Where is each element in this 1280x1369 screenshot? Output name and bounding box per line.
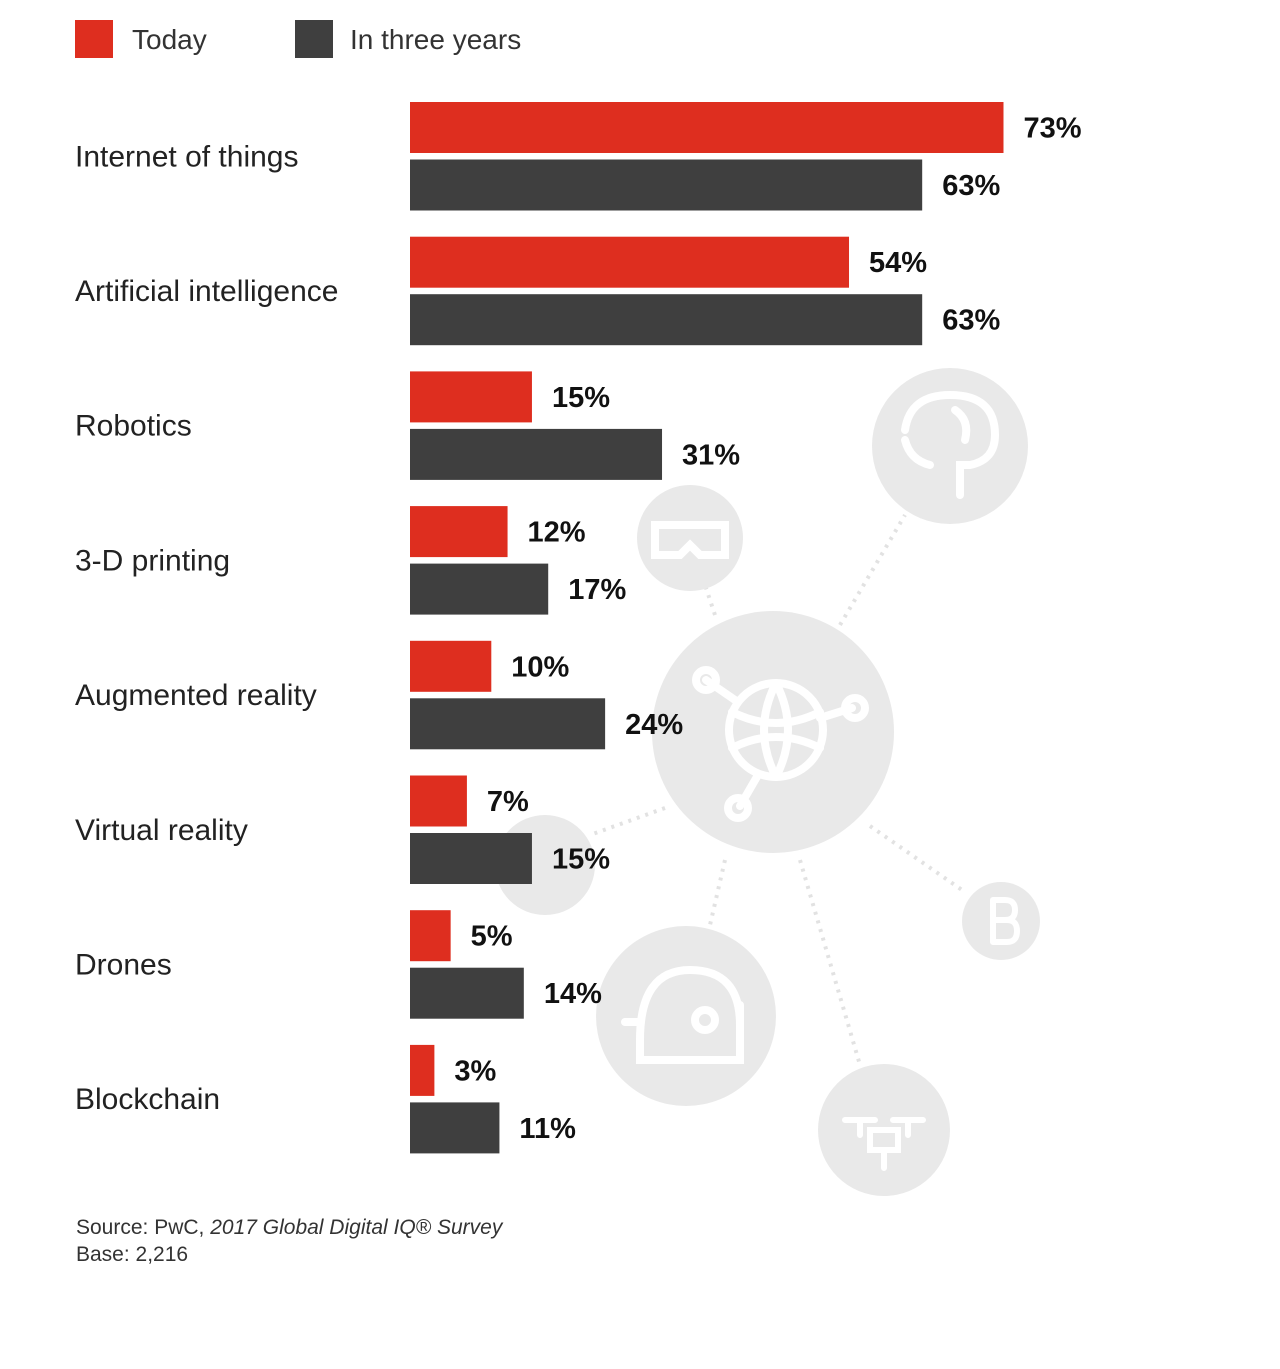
category-label-artificial-intelligence: Artificial intelligence xyxy=(75,275,338,308)
value-label-drones-in-three-years: 14% xyxy=(544,978,602,1010)
bar-drones-in-three-years xyxy=(410,967,524,1019)
legend-label-three-years: In three years xyxy=(350,24,521,55)
legend-swatch-three-years xyxy=(295,20,333,58)
bar-virtual-reality-today xyxy=(410,775,467,827)
bar-blockchain-today xyxy=(410,1044,435,1096)
value-label-3-d-printing-in-three-years: 17% xyxy=(568,574,626,606)
bar-drones-today xyxy=(410,910,451,962)
source-survey-title: 2017 Global Digital IQ® Survey xyxy=(210,1216,503,1239)
value-label-3-d-printing-today: 12% xyxy=(528,517,586,549)
bar-augmented-reality-in-three-years xyxy=(410,698,606,750)
robot-head-icon xyxy=(596,926,776,1106)
base-line: Base: 2,216 xyxy=(76,1243,189,1266)
value-label-robotics-today: 15% xyxy=(552,382,610,414)
category-label-internet-of-things: Internet of things xyxy=(75,140,298,173)
bar-augmented-reality-today xyxy=(410,640,492,692)
value-label-internet-of-things-in-three-years: 63% xyxy=(942,170,1000,202)
vr-headset-icon xyxy=(637,485,743,591)
value-label-robotics-in-three-years: 31% xyxy=(682,439,740,471)
bar-3-d-printing-today xyxy=(410,506,508,558)
globe-network-icon xyxy=(652,611,894,853)
plot-area: Internet of things 73% 63% Artificial intel… xyxy=(75,102,1082,1154)
value-label-virtual-reality-in-three-years: 15% xyxy=(552,844,610,876)
bar-robotics-today xyxy=(410,371,532,423)
legend-swatch-today xyxy=(75,20,113,58)
bitcoin-icon xyxy=(962,882,1040,960)
value-label-artificial-intelligence-today: 54% xyxy=(869,247,927,279)
value-label-blockchain-in-three-years: 11% xyxy=(519,1113,576,1145)
legend: Today In three years xyxy=(75,20,521,58)
bar-artificial-intelligence-in-three-years xyxy=(410,294,923,346)
category-label-virtual-reality: Virtual reality xyxy=(75,814,248,847)
value-label-augmented-reality-in-three-years: 24% xyxy=(625,709,683,741)
value-label-virtual-reality-today: 7% xyxy=(487,786,529,818)
source-prefix: Source: PwC, xyxy=(76,1216,211,1239)
bar-internet-of-things-today xyxy=(410,102,1004,153)
value-label-drones-today: 5% xyxy=(471,921,513,953)
category-label-3-d-printing: 3-D printing xyxy=(75,544,230,577)
category-label-robotics: Robotics xyxy=(75,410,192,443)
bar-virtual-reality-in-three-years xyxy=(410,833,532,884)
brain-icon xyxy=(872,368,1028,524)
connector-dots xyxy=(589,513,964,1066)
source-line: Source: PwC, 2017 Global Digital IQ® Sur… xyxy=(76,1214,502,1241)
bar-blockchain-in-three-years xyxy=(410,1102,500,1154)
bar-artificial-intelligence-today xyxy=(410,236,850,288)
source-note: Source: PwC, 2017 Global Digital IQ® Sur… xyxy=(76,1214,502,1268)
bar-robotics-in-three-years xyxy=(410,428,663,480)
bar-internet-of-things-in-three-years xyxy=(410,159,923,211)
legend-label-today: Today xyxy=(132,24,207,55)
drone-icon xyxy=(818,1064,950,1196)
category-label-blockchain: Blockchain xyxy=(75,1083,220,1116)
category-label-drones: Drones xyxy=(75,948,172,981)
category-label-augmented-reality: Augmented reality xyxy=(75,679,317,712)
value-label-blockchain-today: 3% xyxy=(454,1055,496,1087)
value-label-internet-of-things-today: 73% xyxy=(1023,113,1081,145)
bar-3-d-printing-in-three-years xyxy=(410,563,549,615)
value-label-artificial-intelligence-in-three-years: 63% xyxy=(942,305,1000,337)
value-label-augmented-reality-today: 10% xyxy=(511,651,569,683)
background-illustration xyxy=(495,368,1040,1196)
